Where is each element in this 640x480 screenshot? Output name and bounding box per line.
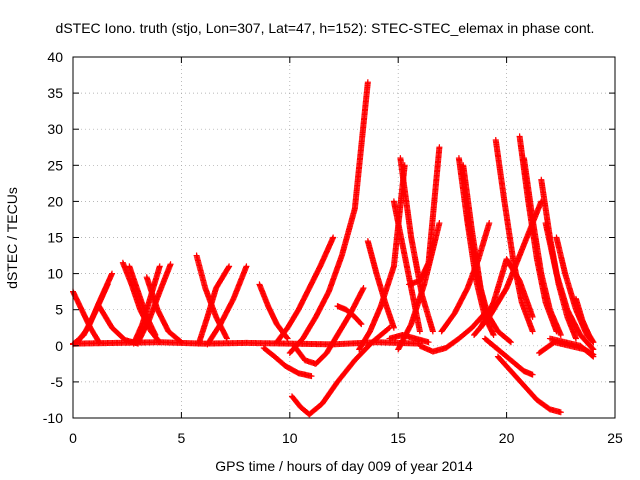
y-tick-label: 30 bbox=[47, 121, 63, 137]
satellite-track-19 bbox=[334, 303, 365, 328]
data-point bbox=[225, 264, 232, 271]
satellite-track-26 bbox=[386, 331, 432, 346]
satellite-track-17 bbox=[286, 79, 371, 357]
data-point bbox=[283, 334, 290, 341]
satellite-track-14 bbox=[260, 344, 315, 380]
data-point bbox=[358, 321, 365, 328]
satellite-track-3 bbox=[74, 270, 116, 346]
data-point bbox=[177, 338, 184, 345]
data-point bbox=[226, 263, 233, 270]
data-point bbox=[156, 263, 163, 270]
data-point bbox=[96, 339, 103, 346]
satellite-track-7 bbox=[130, 263, 163, 347]
data-point bbox=[284, 335, 291, 342]
x-tick-label: 20 bbox=[499, 430, 515, 446]
x-tick-label: 5 bbox=[178, 430, 186, 446]
y-tick-label: 0 bbox=[55, 338, 63, 354]
data-point bbox=[425, 339, 432, 346]
satellite-track-16 bbox=[291, 285, 367, 367]
data-point bbox=[152, 331, 159, 338]
satellite-track-13 bbox=[256, 281, 291, 342]
y-tick-label: 15 bbox=[47, 230, 63, 246]
data-point bbox=[95, 338, 102, 345]
chart-title: dSTEC Iono. truth (stjo, Lon=307, Lat=47… bbox=[56, 20, 595, 36]
satellite-track-11 bbox=[195, 263, 233, 347]
data-series bbox=[70, 79, 597, 418]
y-tick-label: 10 bbox=[47, 266, 63, 282]
data-point bbox=[308, 373, 315, 380]
x-tick-label: 25 bbox=[607, 430, 623, 446]
y-axis-label: dSTEC / TECUs bbox=[4, 187, 20, 289]
data-point bbox=[390, 324, 397, 331]
data-point bbox=[385, 325, 392, 332]
data-point bbox=[167, 261, 174, 268]
data-point bbox=[178, 339, 185, 346]
satellite-track-30 bbox=[460, 162, 493, 324]
y-tick-label: 40 bbox=[47, 49, 63, 65]
y-tick-label: 5 bbox=[55, 302, 63, 318]
x-tick-label: 10 bbox=[282, 430, 298, 446]
x-tick-label: 0 bbox=[69, 430, 77, 446]
satellite-track-15 bbox=[273, 234, 337, 346]
data-point bbox=[109, 270, 116, 277]
data-point bbox=[429, 328, 436, 335]
satellite-track-21 bbox=[364, 238, 397, 331]
data-point bbox=[155, 338, 162, 345]
data-point bbox=[223, 335, 230, 342]
data-point bbox=[243, 263, 250, 270]
satellite-track-31 bbox=[464, 212, 514, 346]
data-point bbox=[360, 285, 367, 292]
data-point bbox=[486, 220, 493, 227]
satellite-track-18 bbox=[288, 324, 393, 418]
satellite-track-9 bbox=[143, 274, 185, 346]
y-tick-label: 20 bbox=[47, 193, 63, 209]
data-point bbox=[156, 339, 163, 346]
data-point bbox=[416, 328, 423, 335]
satellite-track-25 bbox=[406, 144, 443, 288]
y-tick-label: -10 bbox=[43, 410, 63, 426]
satellite-track-8 bbox=[135, 261, 174, 346]
data-point bbox=[357, 320, 364, 327]
x-tick-label: 15 bbox=[390, 430, 406, 446]
y-tick-label: 25 bbox=[47, 157, 63, 173]
satellite-track-12 bbox=[204, 263, 250, 348]
data-point bbox=[436, 144, 443, 151]
y-tick-label: -5 bbox=[51, 374, 64, 390]
x-axis-label: GPS time / hours of day 009 of year 2014 bbox=[215, 458, 473, 474]
data-point bbox=[436, 220, 443, 227]
data-point bbox=[364, 79, 371, 86]
y-tick-label: 35 bbox=[47, 85, 63, 101]
satellite-track-41 bbox=[494, 353, 564, 416]
satellite-track-10 bbox=[193, 252, 230, 342]
satellite-track-1 bbox=[70, 288, 103, 346]
data-point bbox=[490, 331, 497, 338]
data-point bbox=[330, 234, 337, 241]
